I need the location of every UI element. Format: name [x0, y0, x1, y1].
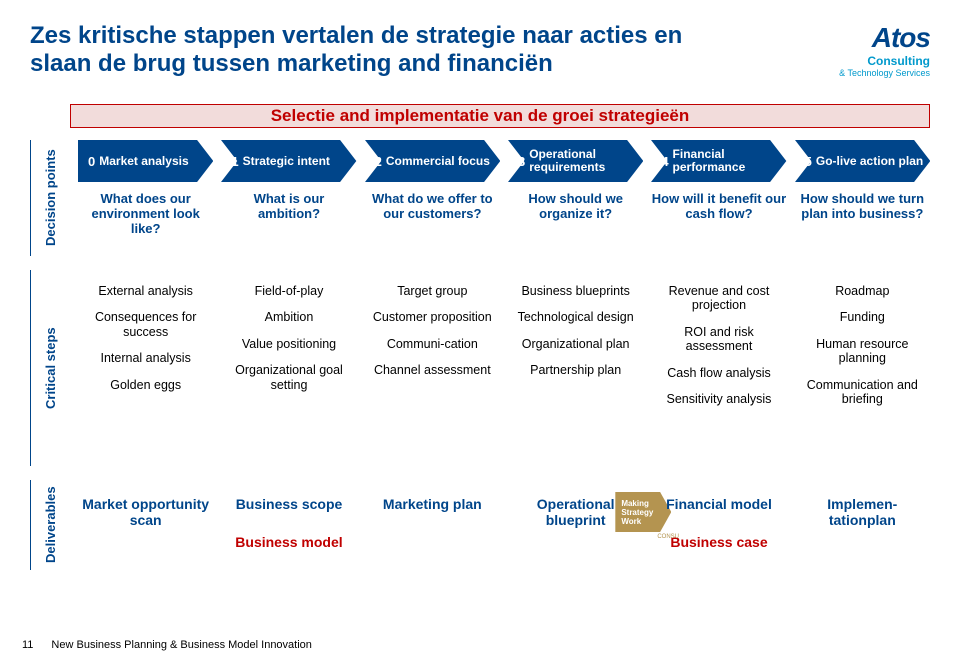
deliv-3: Operational blueprint Making Strategy Wo…: [508, 496, 643, 570]
logo-brand: Atos: [839, 22, 930, 54]
step-item: Roadmap: [835, 284, 889, 298]
footer: 11 New Business Planning & Business Mode…: [0, 639, 312, 651]
under-business-model: Business model: [235, 534, 342, 550]
step-item: Value positioning: [242, 337, 336, 351]
page-number: 11: [22, 639, 33, 651]
cells: 0 Market analysis What does our environm…: [70, 140, 930, 570]
stage-question: How should we organize it?: [508, 192, 643, 222]
chevron-0: 0 Market analysis: [78, 140, 213, 182]
steps-4: Revenue and cost projection ROI and risk…: [651, 284, 786, 466]
stage-question: What does our environment look like?: [78, 192, 213, 237]
step-item: Internal analysis: [101, 351, 191, 365]
step-item: Technological design: [518, 310, 634, 324]
band-text: Selectie and implementatie van de groei …: [271, 106, 690, 126]
steps-1: Field-of-play Ambition Value positioning…: [221, 284, 356, 466]
step-item: Ambition: [265, 310, 314, 324]
stage-label: Go-live action plan: [816, 155, 923, 168]
label-critical-steps: Critical steps: [30, 270, 70, 466]
step-item: Channel assessment: [374, 363, 491, 377]
slide: Zes kritische stappen vertalen de strate…: [0, 0, 960, 665]
badge-l1: Making: [621, 499, 649, 508]
stage-3: 3 Operational requirements How should we…: [508, 140, 643, 256]
steps-2: Target group Customer proposition Commun…: [365, 284, 500, 466]
step-item: Organizational goal setting: [221, 363, 356, 392]
stage-question: How will it benefit our cash flow?: [651, 192, 786, 222]
chevron-5: 5 Go-live action plan: [795, 140, 930, 182]
chevron-3: 3 Operational requirements: [508, 140, 643, 182]
deliverable: Business scope: [236, 496, 343, 512]
stage-num: 5: [805, 154, 812, 169]
stage-label: Market analysis: [99, 155, 188, 168]
step-item: Organizational plan: [522, 337, 630, 351]
deliv-0: Market opportunity scan: [78, 496, 213, 570]
deliverables-row: Market opportunity scan Business scope B…: [70, 480, 930, 570]
stage-4: 4 Financial performance How will it bene…: [651, 140, 786, 256]
slide-title: Zes kritische stappen vertalen de strate…: [30, 22, 750, 77]
atos-logo: Atos Consulting & Technology Services: [839, 22, 930, 78]
stage-0: 0 Market analysis What does our environm…: [78, 140, 213, 256]
decision-row: 0 Market analysis What does our environm…: [70, 140, 930, 256]
step-item: Target group: [397, 284, 467, 298]
step-item: Communication and briefing: [795, 378, 930, 407]
deliverable: Financial model: [666, 496, 772, 512]
steps-row: External analysis Consequences for succe…: [70, 270, 930, 466]
stage-label: Operational requirements: [529, 148, 637, 173]
tiny-consu: CONSU: [657, 534, 679, 540]
stage-label: Strategic intent: [243, 155, 330, 168]
chevron-1: 1 Strategic intent: [221, 140, 356, 182]
selection-band: Selectie and implementatie van de groei …: [30, 100, 930, 132]
stage-label: Financial performance: [673, 148, 781, 173]
label-deliverables: Deliverables: [30, 480, 70, 570]
matrix: Decision points Critical steps Deliverab…: [30, 140, 930, 570]
stage-1: 1 Strategic intent What is our ambition?: [221, 140, 356, 256]
deliv-2: Marketing plan: [365, 496, 500, 570]
step-item: Human resource planning: [795, 337, 930, 366]
chevron-4: 4 Financial performance: [651, 140, 786, 182]
step-item: Communi-cation: [387, 337, 478, 351]
stage-question: How should we turn plan into business?: [795, 192, 930, 222]
under-business-case: Business case: [670, 534, 767, 550]
stage-5: 5 Go-live action plan How should we turn…: [795, 140, 930, 256]
stage-num: 4: [661, 154, 668, 169]
step-item: Consequences for success: [78, 310, 213, 339]
deliv-4: Financial model CONSU Business case: [651, 496, 786, 570]
deliverable: Implemen-tationplan: [795, 496, 930, 528]
badge-l2: Strategy: [621, 508, 653, 517]
step-item: External analysis: [98, 284, 193, 298]
footer-text: New Business Planning & Business Model I…: [51, 639, 311, 651]
deliv-1: Business scope Business model: [221, 496, 356, 570]
stage-2: 2 Commercial focus What do we offer to o…: [365, 140, 500, 256]
steps-3: Business blueprints Technological design…: [508, 284, 643, 466]
step-item: Funding: [840, 310, 885, 324]
deliverable: Market opportunity scan: [78, 496, 213, 528]
badge-l3: Work: [621, 517, 641, 526]
step-item: Field-of-play: [255, 284, 324, 298]
stage-question: What do we offer to our customers?: [365, 192, 500, 222]
logo-sub1: Consulting: [839, 54, 930, 68]
steps-0: External analysis Consequences for succe…: [78, 284, 213, 466]
header: Zes kritische stappen vertalen de strate…: [30, 22, 930, 78]
deliverable: Marketing plan: [383, 496, 482, 512]
stage-question: What is our ambition?: [221, 192, 356, 222]
stage-num: 1: [231, 154, 238, 169]
step-item: Partnership plan: [530, 363, 621, 377]
stage-num: 3: [518, 154, 525, 169]
step-item: ROI and risk assessment: [651, 325, 786, 354]
label-decision-points: Decision points: [30, 140, 70, 256]
step-item: Business blueprints: [521, 284, 629, 298]
stage-label: Commercial focus: [386, 155, 490, 168]
stage-num: 2: [375, 154, 382, 169]
step-item: Cash flow analysis: [667, 366, 771, 380]
deliv-5: Implemen-tationplan: [795, 496, 930, 570]
step-item: Customer proposition: [373, 310, 492, 324]
chevron-2: 2 Commercial focus: [365, 140, 500, 182]
row-labels: Decision points Critical steps Deliverab…: [30, 140, 70, 570]
step-item: Sensitivity analysis: [667, 392, 772, 406]
logo-sub2: & Technology Services: [839, 68, 930, 78]
step-item: Golden eggs: [110, 378, 181, 392]
stage-num: 0: [88, 154, 95, 169]
steps-5: Roadmap Funding Human resource planning …: [795, 284, 930, 466]
step-item: Revenue and cost projection: [651, 284, 786, 313]
